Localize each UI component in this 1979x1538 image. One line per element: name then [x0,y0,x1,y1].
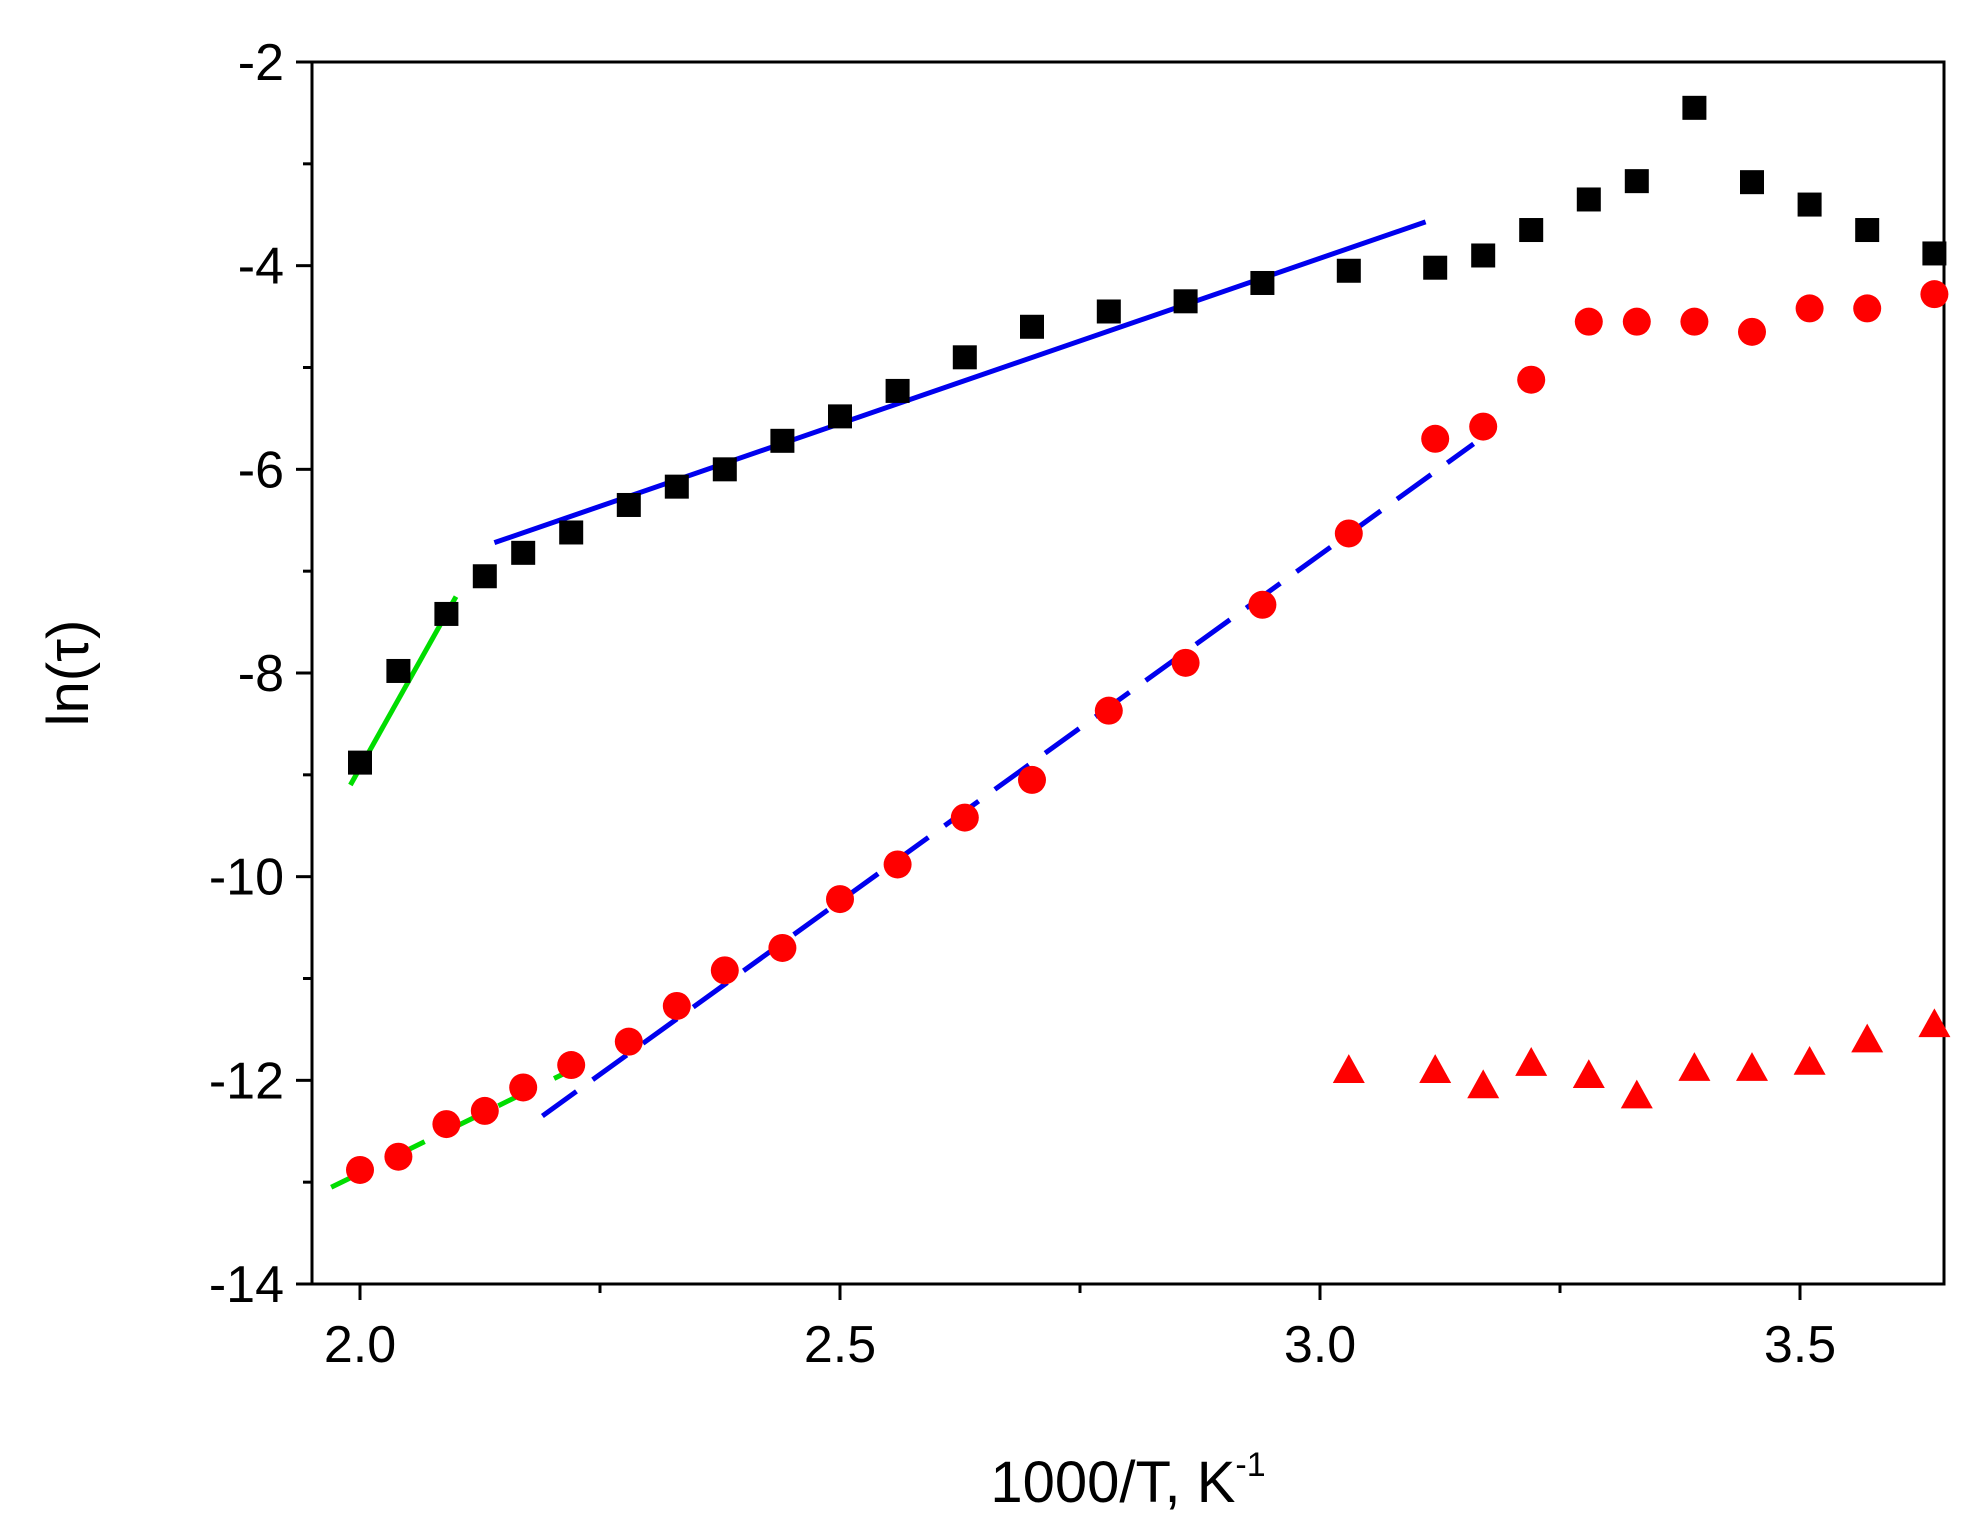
square-marker [770,428,795,453]
circle-marker [509,1073,538,1102]
square-marker [1740,170,1764,195]
square-marker [885,378,910,403]
circle-marker [1738,317,1766,346]
tick-labels: 2.0 2.5 3.0 3.5 -2 -4 -6 -8 -10 -12 -14 [209,34,1836,1374]
circle-marker [1517,365,1546,394]
circle-marker [662,991,691,1020]
square-marker [1096,299,1121,324]
circle-marker [1622,307,1651,336]
square-marker [1797,192,1822,217]
circle-marker [346,1155,374,1184]
square-marker [952,345,977,370]
circle-marker [1920,280,1949,309]
circle-marker [470,1096,499,1125]
circle-marker [384,1142,413,1171]
x-axis-title: 1000/T, K-1 [990,1446,1265,1515]
square-marker [1173,289,1198,314]
triangle-marker [1918,1008,1951,1038]
circle-marker [1334,519,1363,548]
circle-marker [1680,307,1709,336]
circle-marker [1018,765,1046,794]
circle-marker [432,1110,461,1139]
y-tick-label: -10 [209,849,284,907]
circle-marker [768,933,797,962]
square-marker [1250,270,1275,295]
y-tick-label: -2 [238,34,284,92]
x-tick-label: 3.5 [1764,1316,1836,1374]
y-tick-label: -14 [209,1256,284,1314]
circle-marker [1469,412,1498,441]
square-marker [559,520,584,545]
triangle-marker [1332,1054,1365,1083]
square-marker [1922,241,1947,266]
circle-marker [826,885,854,914]
plot-frame [310,60,1946,1286]
square-marker [386,658,411,683]
x-axis-title-main: 1000/T, K [990,1450,1235,1515]
circle-marker [1421,424,1450,453]
circle-marker [710,956,739,985]
square-marker [664,474,689,499]
square-marker [712,457,737,482]
circle-marker [1248,590,1277,619]
square-marker [828,404,852,429]
square-marker [1624,169,1649,194]
square-marker [1336,258,1361,283]
triangle-marker [1793,1046,1826,1075]
x-axis-title-superscript: -1 [1235,1446,1265,1484]
fit-lines [330,219,1476,1190]
y-tick-label: -8 [238,645,284,703]
square-marker [616,492,641,517]
square-marker [1576,187,1601,212]
square-marker [434,601,459,626]
triangle-marker [1572,1059,1605,1089]
square-marker [1519,218,1544,243]
square-marker [1855,218,1880,243]
x-tick-label: 2.5 [804,1316,876,1374]
x-tick-label: 3.0 [1284,1316,1356,1374]
circle-marker [883,850,912,879]
y-tick-label: -4 [238,238,284,296]
circle-marker [950,803,979,832]
circle-marker [614,1027,643,1056]
y-tick-label: -12 [209,1052,284,1110]
circle-marker [1574,307,1603,336]
x-tick-label: 2.0 [324,1316,396,1374]
square-marker [511,540,536,565]
circle-marker [557,1051,586,1080]
square-marker [1020,314,1044,339]
y-axis-title: ln(τ) [36,620,101,727]
triangle-marker [1515,1047,1548,1076]
triangle-marker [1419,1054,1452,1083]
square-marker [1471,243,1496,268]
triangle-marker [1620,1079,1653,1109]
square-marker [348,750,372,775]
y-tick-label: -6 [238,441,284,499]
triangle-marker [1736,1052,1768,1081]
square-marker [472,564,497,589]
triangle-marker [1851,1023,1884,1053]
triangle-marker [1678,1052,1711,1081]
axis-ticks [296,60,1802,1300]
dashed-fit-line [540,441,1476,1119]
triangle-marker [1467,1069,1500,1099]
circle-marker [1171,648,1200,677]
circle-marker [1853,294,1882,323]
square-marker [1423,255,1448,280]
circle-marker [1795,294,1824,323]
square-marker [1682,95,1707,120]
data-markers [346,95,1951,1184]
circle-marker [1094,696,1123,725]
